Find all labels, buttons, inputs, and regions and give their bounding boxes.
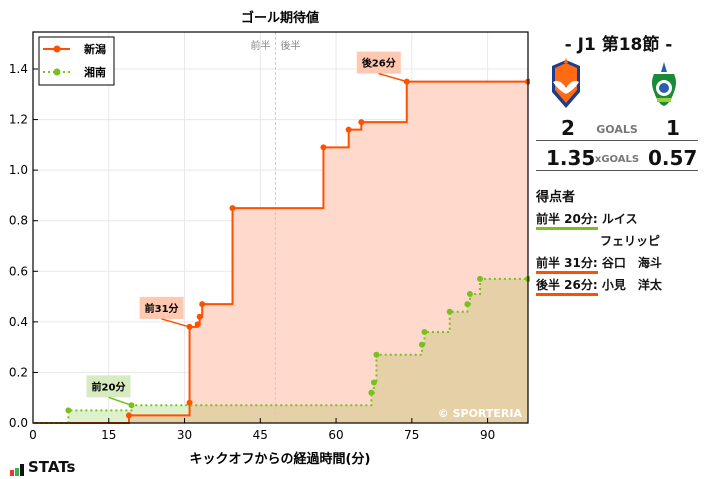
plot-frame [32, 31, 529, 424]
y-tick-label: 1.0 [9, 163, 28, 177]
annotation-box [139, 296, 184, 319]
x-tick-label: 0 [29, 428, 37, 442]
annotation-box [86, 375, 131, 398]
data-point [194, 321, 201, 328]
x-tick-label: 45 [253, 428, 268, 442]
halftime-marker: 前半 後半 [250, 32, 300, 423]
annotation-pointer [378, 72, 407, 83]
data-point [370, 379, 377, 386]
scorer-row: 前半 20分: ルイス [536, 210, 662, 232]
scorer-time: 後半 26分: [536, 276, 598, 296]
data-point [466, 291, 473, 298]
x-tick-label: 90 [480, 428, 495, 442]
y-tick-label: 0.2 [9, 365, 28, 379]
xgoals-label: xGOALS [594, 154, 640, 165]
series-lines [33, 78, 530, 424]
stats-brand: STATs [28, 458, 76, 476]
legend-marker [53, 45, 61, 53]
away-xg: 0.57 [648, 146, 698, 170]
x-tick-label: 60 [328, 428, 343, 442]
scorer-row: 後半 26分: 小見 洋太 [536, 276, 662, 298]
y-tick-label: 1.4 [9, 62, 28, 76]
match-sidebar: - J1 第18節 - 2 GOALS 1 1.35 xGOALS 0.57 得… [530, 0, 707, 479]
axis-ticks: 0 15 30 45 60 75 90 0.0 0.2 0.4 0.6 0.8 1.0 1.2 1.4 [9, 62, 495, 442]
scorer-name: 谷口 海斗 [597, 256, 662, 270]
data-point [345, 126, 352, 133]
annotation-label: 前20分 [92, 380, 126, 393]
data-point [186, 399, 193, 406]
scorers-list: 得点者 前半 20分: ルイス フェリッピ 前半 31分: 谷口 海斗 後半 26分:… [536, 186, 662, 298]
annotation-pointer [161, 318, 190, 328]
area-overlap [33, 278, 528, 423]
stats-logo: STATs [10, 458, 75, 476]
legend-box [38, 36, 115, 86]
data-point [464, 301, 471, 308]
scorer-name: 小見 洋太 [597, 278, 662, 292]
data-point [320, 144, 327, 151]
legend-marker [53, 68, 61, 76]
xgoals-row: 1.35 xGOALS 0.57 [536, 146, 698, 171]
data-point [358, 119, 365, 126]
first-half-label: 前半 [250, 39, 270, 52]
home-goals: 2 [561, 116, 575, 140]
annotation-box [356, 51, 401, 74]
data-point [446, 308, 453, 315]
scorers-title: 得点者 [536, 190, 576, 205]
watermark: © SPORTERIA [438, 407, 523, 420]
y-tick-label: 0.6 [9, 264, 28, 278]
annotation-pointer [108, 396, 132, 407]
round-title: - J1 第18節 - [564, 35, 673, 55]
data-point [418, 341, 425, 348]
annotation-label: 後26分 [362, 57, 396, 70]
albirex-crest-icon [552, 58, 580, 108]
y-tick-label: 0.8 [9, 214, 28, 228]
data-point [368, 389, 375, 396]
data-point [477, 275, 484, 282]
data-point [196, 313, 203, 320]
data-point [125, 412, 132, 419]
annotations: 前20分 前31分 後26分 [86, 51, 407, 407]
stats-bars-icon [10, 464, 24, 476]
y-tick-label: 1.2 [9, 113, 28, 127]
goals-label: GOALS [596, 123, 638, 136]
x-tick-label: 75 [404, 428, 419, 442]
y-tick-label: 0.0 [9, 416, 28, 430]
legend-label: 湘南 [84, 65, 106, 79]
legend-label: 新潟 [84, 42, 106, 56]
away-goals: 1 [666, 116, 680, 140]
area-新潟 [33, 81, 528, 424]
x-tick-label: 15 [101, 428, 116, 442]
data-point [229, 205, 236, 212]
home-xg: 1.35 [546, 146, 596, 170]
chart-title: ゴール期待値 [241, 10, 319, 26]
scorer-name-cont: フェリッピ [600, 234, 661, 248]
bellmare-crest-icon [652, 62, 676, 106]
area-fills [33, 81, 528, 424]
annotation-label: 前31分 [145, 302, 179, 315]
goals-row: 2 GOALS 1 [536, 116, 698, 141]
data-point [199, 301, 206, 308]
x-tick-label: 30 [177, 428, 192, 442]
second-half-label: 後半 [280, 39, 300, 52]
data-point [373, 351, 380, 358]
scorer-time: 前半 20分: [536, 210, 598, 230]
y-tick-label: 0.4 [9, 315, 28, 329]
scorer-name: ルイス [597, 212, 638, 226]
data-point [65, 407, 72, 414]
data-point [421, 328, 428, 335]
x-axis-label: キックオフからの経過時間(分) [190, 451, 371, 467]
scorer-time: 前半 31分: [536, 254, 598, 274]
xg-chart: ゴール期待値 前半 後半 前20分 前31分 後26分 0 15 30 45 60 75 90 0.… [9, 10, 530, 467]
scorer-row: 前半 31分: 谷口 海斗 [536, 254, 662, 276]
